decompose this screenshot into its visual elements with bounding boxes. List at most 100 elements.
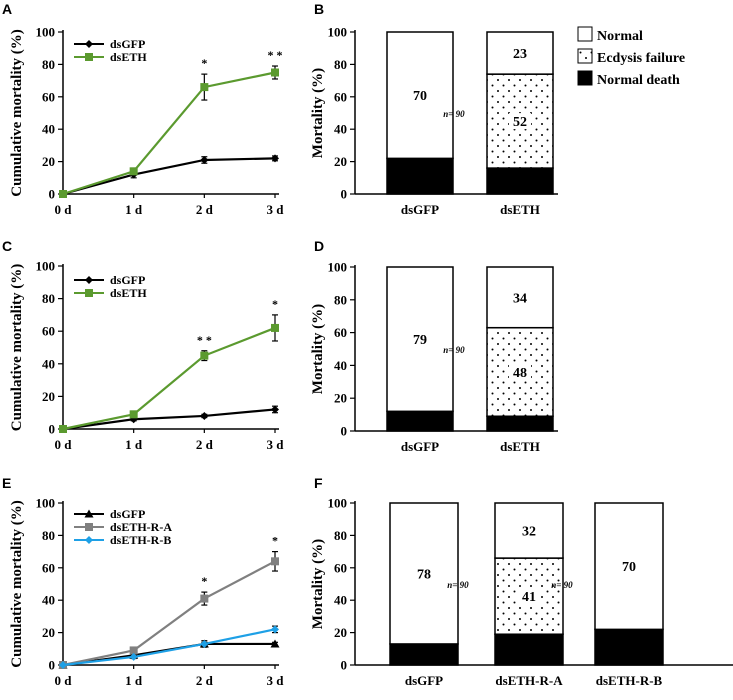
y-tick-label: 40	[334, 593, 347, 608]
y-tick-label: 20	[334, 625, 347, 640]
label-backdrop	[509, 363, 531, 380]
y-tick-label: 80	[42, 291, 55, 306]
y-tick-label: 80	[42, 57, 55, 72]
x-tick-label: 2 d	[196, 437, 214, 452]
y-tick-label: 80	[334, 57, 347, 72]
y-tick-label: 0	[341, 424, 348, 439]
y-tick-label: 20	[42, 154, 55, 169]
data-point-dsETH	[200, 351, 209, 360]
legend-marker	[85, 276, 93, 284]
significance-mark: * *	[197, 333, 212, 347]
data-point-dsETH-R-B	[129, 652, 138, 661]
panel-letter: D	[314, 238, 324, 254]
legend-marker	[85, 289, 93, 297]
y-tick-label: 100	[36, 25, 56, 40]
legend-marker	[85, 523, 93, 531]
x-tick-label: dsGFP	[401, 439, 439, 454]
y-tick-label: 20	[42, 625, 55, 640]
legend-label: dsETH-R-A	[110, 520, 172, 534]
y-tick-label: 100	[328, 260, 348, 275]
data-point-dsETH	[129, 410, 138, 419]
y-tick-label: 60	[42, 324, 55, 339]
y-tick-label: 40	[334, 358, 347, 373]
panel-letter: B	[314, 1, 324, 17]
segment-label: 70	[413, 89, 427, 104]
y-tick-label: 60	[42, 560, 55, 575]
x-tick-label: 2 d	[196, 202, 214, 217]
y-tick-label: 20	[334, 391, 347, 406]
y-axis-title: Mortality (%)	[310, 304, 326, 394]
y-tick-label: 0	[49, 187, 56, 202]
sample-size-label: n= 90	[447, 580, 469, 590]
legend-label: Ecdysis failure	[597, 51, 685, 66]
y-tick-label: 100	[36, 496, 56, 511]
chart-A: A 0 20 40 60 80 100 0 d 1 d 2 d 3 d Cumulative mort…	[2, 1, 284, 217]
data-point-dsETH	[59, 190, 67, 198]
y-tick-label: 60	[334, 560, 347, 575]
data-point-dsETH-R-B	[271, 625, 279, 634]
data-point-dsGFP	[271, 154, 279, 163]
panel-letter: C	[2, 238, 12, 254]
y-tick-label: 0	[341, 658, 348, 673]
y-tick-label: 0	[49, 658, 56, 673]
sample-size-label: n= 90	[443, 109, 465, 119]
series-line-dsGFP	[62, 157, 276, 196]
x-tick-label: 1 d	[125, 202, 143, 217]
y-tick-label: 60	[42, 89, 55, 104]
legend-label: Normal death	[597, 73, 680, 88]
series-line-dsETH-R-B	[62, 628, 276, 667]
chart-C: C 0 20 40 60 80 100 0 d 1 d 2 d 3 d Cumulative mort…	[2, 238, 284, 452]
y-axis-title: Mortality (%)	[310, 539, 326, 629]
y-tick-label: 0	[341, 187, 348, 202]
x-tick-label: dsETH	[500, 202, 540, 217]
stack-legend: Normal Ecdysis failure Normal death	[577, 26, 685, 88]
significance-mark: *	[272, 534, 278, 548]
data-point-dsETH-R-A	[200, 594, 209, 603]
data-point-dsETH-R-B	[200, 639, 209, 648]
segment-label: 70	[622, 560, 636, 575]
chart-F: F 0 20 40 60 80 100 Mortality (%) 78 dsGFP 41 32 dsE…	[310, 475, 733, 688]
x-tick-label: 1 d	[125, 437, 143, 452]
legend-marker	[85, 536, 93, 544]
legend-marker	[84, 509, 94, 518]
bar-segment-normal_death	[386, 157, 454, 195]
y-tick-label: 80	[334, 292, 347, 307]
data-point-dsETH-R-B	[59, 661, 67, 669]
y-tick-label: 40	[42, 593, 55, 608]
bar-segment-normal_death	[389, 643, 459, 666]
label-backdrop	[509, 113, 531, 130]
y-tick-label: 20	[334, 154, 347, 169]
segment-label: 48	[513, 366, 527, 381]
x-tick-label: 3 d	[267, 202, 285, 217]
segment-label: 34	[513, 291, 527, 306]
bar-segment-normal_death	[486, 415, 554, 432]
x-tick-label: dsGFP	[401, 202, 439, 217]
legend-label: dsETH-R-B	[110, 533, 171, 547]
legend-swatch	[577, 70, 593, 86]
bar-segment-normal	[386, 266, 454, 413]
y-tick-label: 80	[334, 528, 347, 543]
x-tick-label: 2 d	[196, 673, 214, 688]
legend-label: dsGFP	[110, 37, 145, 51]
data-point-dsETH	[271, 323, 279, 332]
bar-segment-normal	[486, 31, 554, 75]
x-tick-label: dsETH-R-A	[495, 673, 563, 688]
x-tick-label: 3 d	[267, 437, 285, 452]
y-tick-label: 100	[36, 259, 56, 274]
y-axis-title: Cumulative mortality (%)	[9, 500, 25, 667]
x-tick-label: dsETH-R-B	[596, 673, 663, 688]
significance-mark: *	[201, 574, 207, 588]
y-tick-label: 40	[42, 356, 55, 371]
series-line-dsETH-R-A	[62, 560, 276, 667]
bar-segment-normal_death	[386, 410, 454, 432]
bar-segment-normal	[594, 502, 664, 631]
bar-segment-normal_death	[494, 633, 564, 666]
segment-label: 32	[522, 525, 536, 540]
segment-label: 78	[417, 567, 431, 582]
y-tick-label: 100	[328, 25, 348, 40]
significance-mark: *	[201, 56, 207, 70]
y-tick-label: 40	[42, 122, 55, 137]
x-tick-label: dsGFP	[405, 673, 443, 688]
bar-segment-normal	[386, 31, 454, 160]
